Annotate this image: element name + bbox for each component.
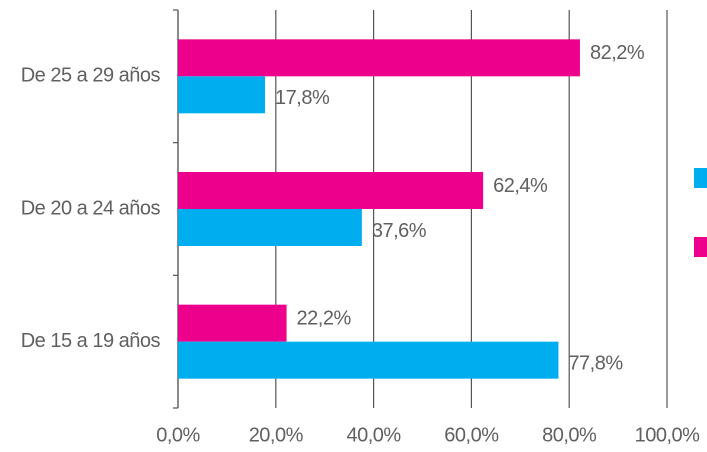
x-tick-label: 20,0%	[249, 424, 304, 446]
x-tick-label: 40,0%	[346, 424, 401, 446]
bar	[178, 39, 580, 77]
y-tick-label: De 25 a 29 años	[21, 65, 161, 87]
y-tick-label: De 15 a 19 años	[21, 330, 161, 352]
value-label: 77,8%	[568, 352, 623, 374]
value-label: 37,6%	[372, 220, 427, 242]
value-label: 62,4%	[493, 175, 548, 197]
y-tick-label: De 20 a 24 años	[21, 197, 161, 219]
value-label: 22,2%	[297, 307, 352, 329]
bar	[178, 304, 287, 342]
value-label: 82,2%	[590, 42, 645, 64]
bar	[178, 172, 484, 209]
x-tick-label: 100,0%	[635, 424, 701, 446]
x-tick-label: 0,0%	[156, 424, 200, 446]
x-tick-label: 60,0%	[444, 424, 499, 446]
legend-swatch	[694, 168, 707, 188]
bar	[178, 341, 559, 379]
legend-swatch	[694, 237, 707, 257]
value-label: 17,8%	[275, 87, 330, 109]
x-tick-label: 80,0%	[542, 424, 597, 446]
bar	[178, 209, 362, 246]
bar	[178, 76, 266, 114]
